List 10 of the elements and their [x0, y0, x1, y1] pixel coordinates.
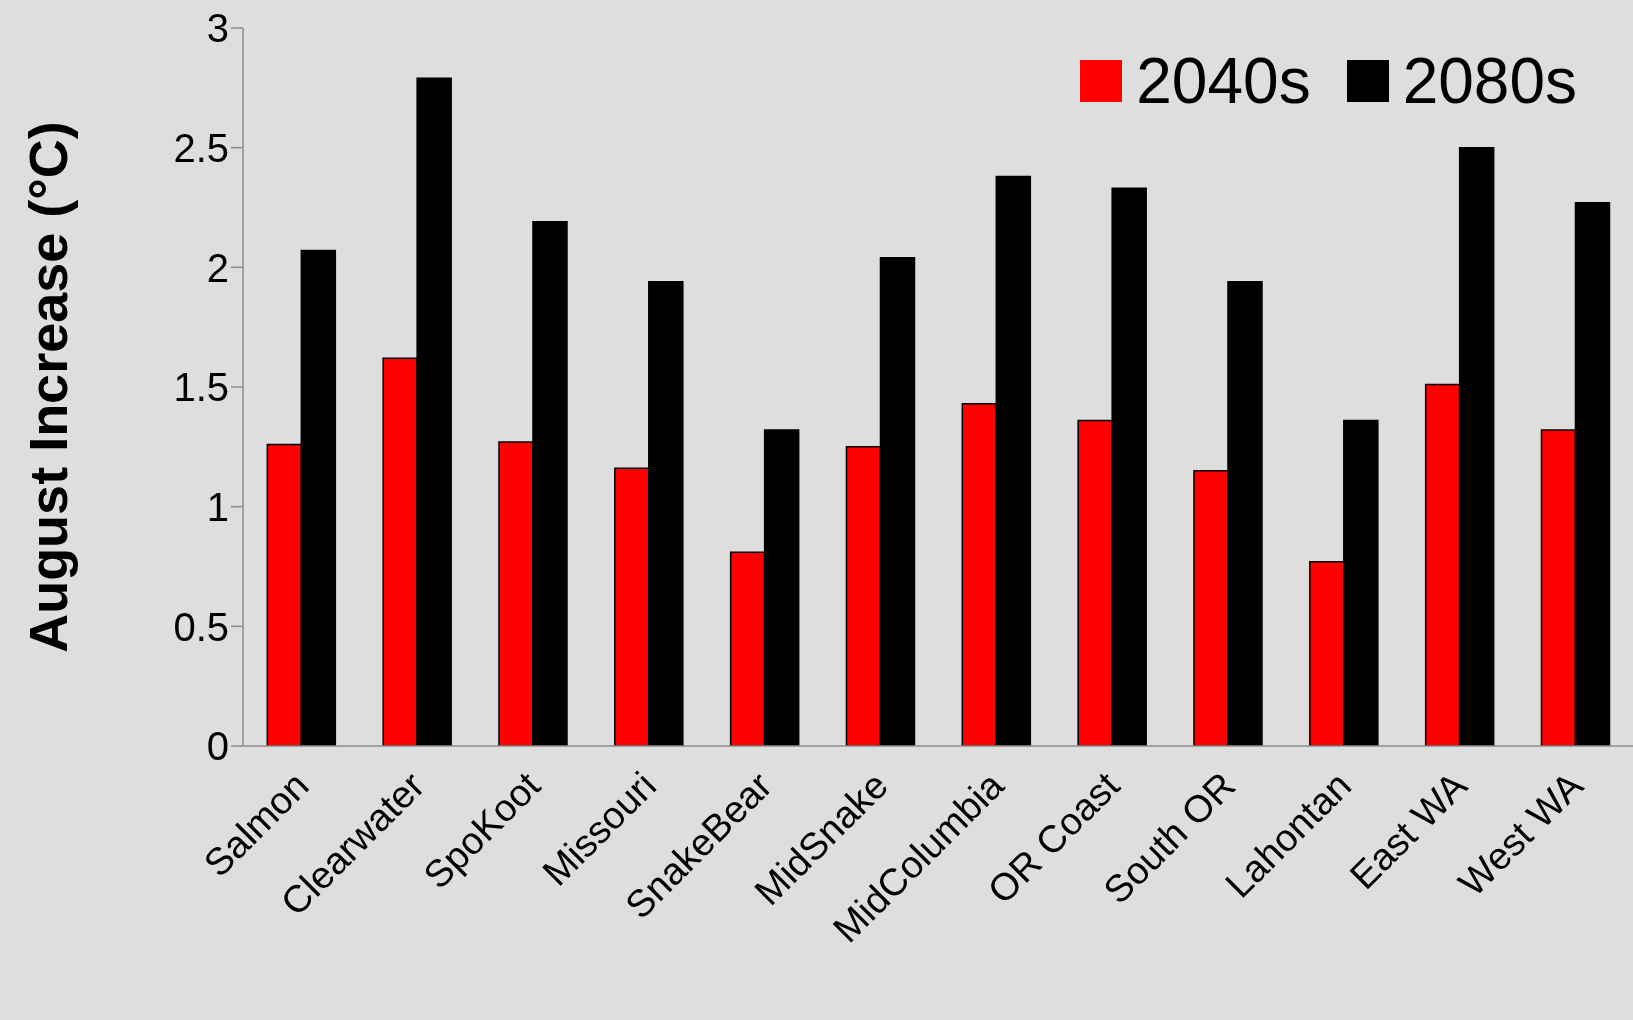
- y-tick-label: 2: [206, 245, 229, 290]
- legend-label: 2080s: [1402, 45, 1577, 117]
- y-tick-label: 2.5: [173, 125, 229, 170]
- y-tick-label: 3: [206, 6, 229, 51]
- y-tick-label: 0: [206, 724, 229, 769]
- y-axis-title: August Increase (°C): [18, 121, 78, 653]
- legend-label: 2040s: [1136, 45, 1311, 117]
- y-tick-label: 1: [206, 484, 229, 529]
- y-tick-label: 0.5: [173, 604, 229, 649]
- y-tick-label: 1.5: [173, 365, 229, 410]
